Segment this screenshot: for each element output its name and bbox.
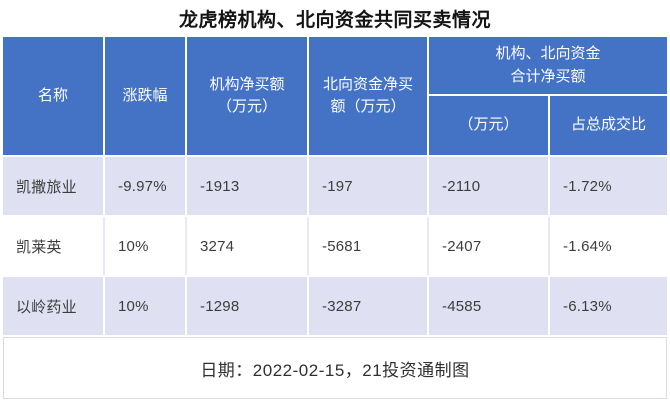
- cell-name: 以岭药业: [3, 277, 103, 335]
- data-table: 名称 涨跌幅 机构净买额 （万元） 北向资金净买 额（万元） 机构、北向资金 合…: [3, 37, 667, 335]
- cell-combined-amount: -2110: [429, 157, 548, 215]
- header-north-net-buy: 北向资金净买 额（万元）: [309, 37, 427, 155]
- page-title: 龙虎榜机构、北向资金共同买卖情况: [178, 10, 491, 31]
- header-combined-group: 机构、北向资金 合计净买额 （万元） 占总成交比: [429, 37, 667, 155]
- header-name: 名称: [3, 37, 103, 155]
- cell-inst-net-buy: 3274: [187, 217, 307, 275]
- table-row: 凯莱英 10% 3274 -5681 -2407 -1.64%: [3, 217, 667, 275]
- source-note: 日期：2022-02-15，21投资通制图: [3, 337, 667, 399]
- cell-change: -9.97%: [105, 157, 185, 215]
- header-combined-subrow: （万元） 占总成交比: [429, 96, 667, 155]
- cell-name: 凯莱英: [3, 217, 103, 275]
- header-change: 涨跌幅: [105, 37, 185, 155]
- cell-combined-ratio: -1.64%: [550, 217, 667, 275]
- header-combined-amount: （万元）: [429, 96, 548, 155]
- cell-name: 凯撒旅业: [3, 157, 103, 215]
- cell-north-net-buy: -5681: [309, 217, 427, 275]
- cell-inst-net-buy: -1298: [187, 277, 307, 335]
- cell-inst-net-buy: -1913: [187, 157, 307, 215]
- cell-combined-ratio: -1.72%: [550, 157, 667, 215]
- cell-change: 10%: [105, 217, 185, 275]
- cell-north-net-buy: -3287: [309, 277, 427, 335]
- header-combined-title: 机构、北向资金 合计净买额: [429, 37, 667, 94]
- table-row: 以岭药业 10% -1298 -3287 -4585 -6.13%: [3, 277, 667, 335]
- table-row: 凯撒旅业 -9.97% -1913 -197 -2110 -1.72%: [3, 157, 667, 215]
- cell-combined-ratio: -6.13%: [550, 277, 667, 335]
- cell-combined-amount: -2407: [429, 217, 548, 275]
- header-combined-ratio: 占总成交比: [550, 96, 667, 155]
- header-inst-net-buy: 机构净买额 （万元）: [187, 37, 307, 155]
- cell-change: 10%: [105, 277, 185, 335]
- table-header-row: 名称 涨跌幅 机构净买额 （万元） 北向资金净买 额（万元） 机构、北向资金 合…: [3, 37, 667, 155]
- cell-north-net-buy: -197: [309, 157, 427, 215]
- cell-combined-amount: -4585: [429, 277, 548, 335]
